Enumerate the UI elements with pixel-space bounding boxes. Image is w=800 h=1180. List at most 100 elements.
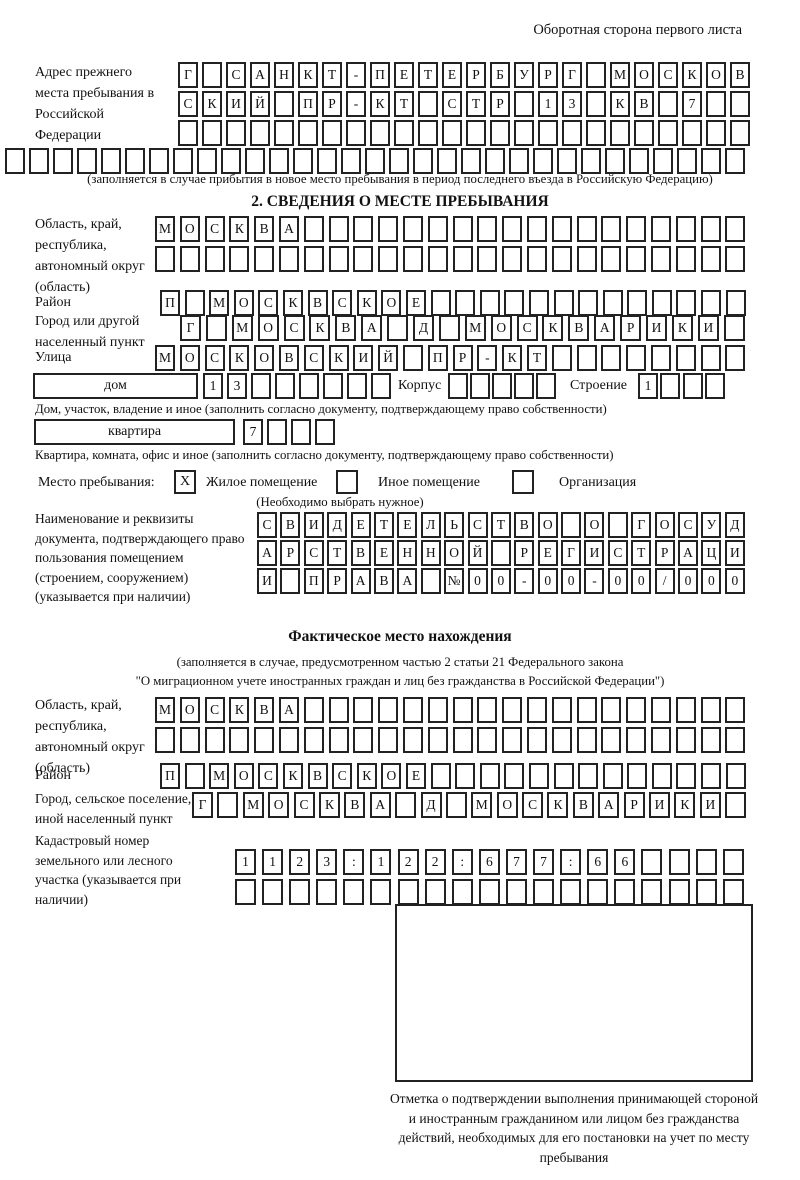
char-box[interactable]: К: [356, 290, 377, 316]
char-box[interactable]: [553, 290, 574, 316]
char-box[interactable]: [477, 216, 498, 242]
char-box[interactable]: [250, 120, 270, 146]
char-box[interactable]: 3: [227, 373, 247, 399]
char-box[interactable]: Н: [420, 540, 441, 566]
char-box[interactable]: А: [598, 792, 620, 818]
char-box[interactable]: [274, 120, 294, 146]
char-box[interactable]: К: [370, 91, 390, 117]
char-box[interactable]: [536, 373, 556, 399]
char-box[interactable]: [387, 315, 409, 341]
char-box[interactable]: [29, 148, 49, 174]
char-box[interactable]: [602, 290, 623, 316]
char-box[interactable]: Р: [452, 345, 473, 371]
char-box[interactable]: В: [307, 763, 328, 789]
char-box[interactable]: [668, 879, 690, 905]
char-box[interactable]: [343, 879, 365, 905]
char-box[interactable]: М: [242, 792, 264, 818]
char-box[interactable]: [448, 373, 468, 399]
char-box[interactable]: М: [155, 345, 175, 371]
char-box[interactable]: [402, 216, 423, 242]
char-box[interactable]: В: [280, 512, 301, 538]
char-box[interactable]: [722, 879, 744, 905]
char-box[interactable]: [607, 512, 628, 538]
char-box[interactable]: [402, 727, 423, 753]
char-box[interactable]: [551, 246, 572, 272]
char-box[interactable]: [677, 148, 697, 174]
char-box[interactable]: Е: [442, 62, 462, 88]
char-box[interactable]: [557, 148, 577, 174]
char-box[interactable]: [626, 727, 647, 753]
char-box[interactable]: Т: [490, 512, 511, 538]
char-box[interactable]: -: [514, 568, 535, 594]
checkbox-residential[interactable]: X: [174, 470, 196, 494]
char-box[interactable]: [378, 697, 399, 723]
char-box[interactable]: [5, 148, 25, 174]
char-box[interactable]: 0: [701, 568, 722, 594]
char-box[interactable]: [125, 148, 145, 174]
char-box[interactable]: [370, 879, 392, 905]
char-box[interactable]: К: [282, 290, 303, 316]
char-box[interactable]: [509, 148, 529, 174]
char-box[interactable]: О: [268, 792, 290, 818]
char-box[interactable]: [561, 512, 582, 538]
char-box[interactable]: [587, 879, 609, 905]
char-box[interactable]: [477, 246, 498, 272]
char-box[interactable]: -: [346, 91, 366, 117]
char-box[interactable]: [328, 246, 349, 272]
char-box[interactable]: [438, 315, 460, 341]
char-box[interactable]: И: [699, 792, 721, 818]
char-box[interactable]: [682, 120, 702, 146]
char-box[interactable]: [533, 148, 553, 174]
char-box[interactable]: [298, 120, 318, 146]
stroenie-row[interactable]: 1: [638, 373, 725, 399]
char-box[interactable]: [641, 849, 663, 875]
char-box[interactable]: П: [303, 568, 324, 594]
char-box[interactable]: [291, 419, 311, 445]
char-box[interactable]: С: [607, 540, 628, 566]
char-box[interactable]: П: [370, 62, 390, 88]
char-box[interactable]: [235, 879, 256, 905]
char-box[interactable]: С: [516, 315, 538, 341]
char-box[interactable]: [461, 148, 481, 174]
char-box[interactable]: [725, 216, 746, 242]
char-box[interactable]: [653, 148, 673, 174]
char-box[interactable]: О: [179, 345, 200, 371]
char-box[interactable]: [430, 763, 451, 789]
char-box[interactable]: 0: [607, 568, 628, 594]
char-box[interactable]: В: [344, 792, 366, 818]
char-box[interactable]: П: [298, 91, 318, 117]
char-box[interactable]: С: [467, 512, 488, 538]
char-box[interactable]: [560, 879, 582, 905]
char-box[interactable]: [395, 792, 417, 818]
char-box[interactable]: [365, 148, 385, 174]
char-box[interactable]: К: [547, 792, 569, 818]
char-box[interactable]: И: [697, 315, 719, 341]
char-box[interactable]: С: [226, 62, 246, 88]
char-box[interactable]: [526, 727, 547, 753]
char-box[interactable]: Й: [378, 345, 399, 371]
char-box[interactable]: Т: [526, 345, 547, 371]
char-box[interactable]: Т: [394, 91, 414, 117]
char-box[interactable]: [627, 763, 648, 789]
char-box[interactable]: [700, 697, 721, 723]
char-box[interactable]: С: [204, 697, 225, 723]
checkbox-other-premises[interactable]: [336, 470, 358, 494]
char-box[interactable]: К: [356, 763, 377, 789]
char-box[interactable]: [427, 697, 448, 723]
char-box[interactable]: 2: [289, 849, 311, 875]
char-box[interactable]: С: [442, 91, 462, 117]
char-box[interactable]: Р: [490, 91, 510, 117]
char-box[interactable]: [502, 697, 523, 723]
char-box[interactable]: Е: [537, 540, 558, 566]
char-box[interactable]: С: [257, 512, 277, 538]
char-box[interactable]: [353, 246, 374, 272]
char-box[interactable]: [682, 373, 703, 399]
char-box[interactable]: К: [229, 697, 250, 723]
char-box[interactable]: [155, 727, 175, 753]
char-box[interactable]: [353, 216, 374, 242]
char-box[interactable]: А: [594, 315, 616, 341]
char-box[interactable]: [452, 727, 473, 753]
char-box[interactable]: Г: [561, 540, 582, 566]
